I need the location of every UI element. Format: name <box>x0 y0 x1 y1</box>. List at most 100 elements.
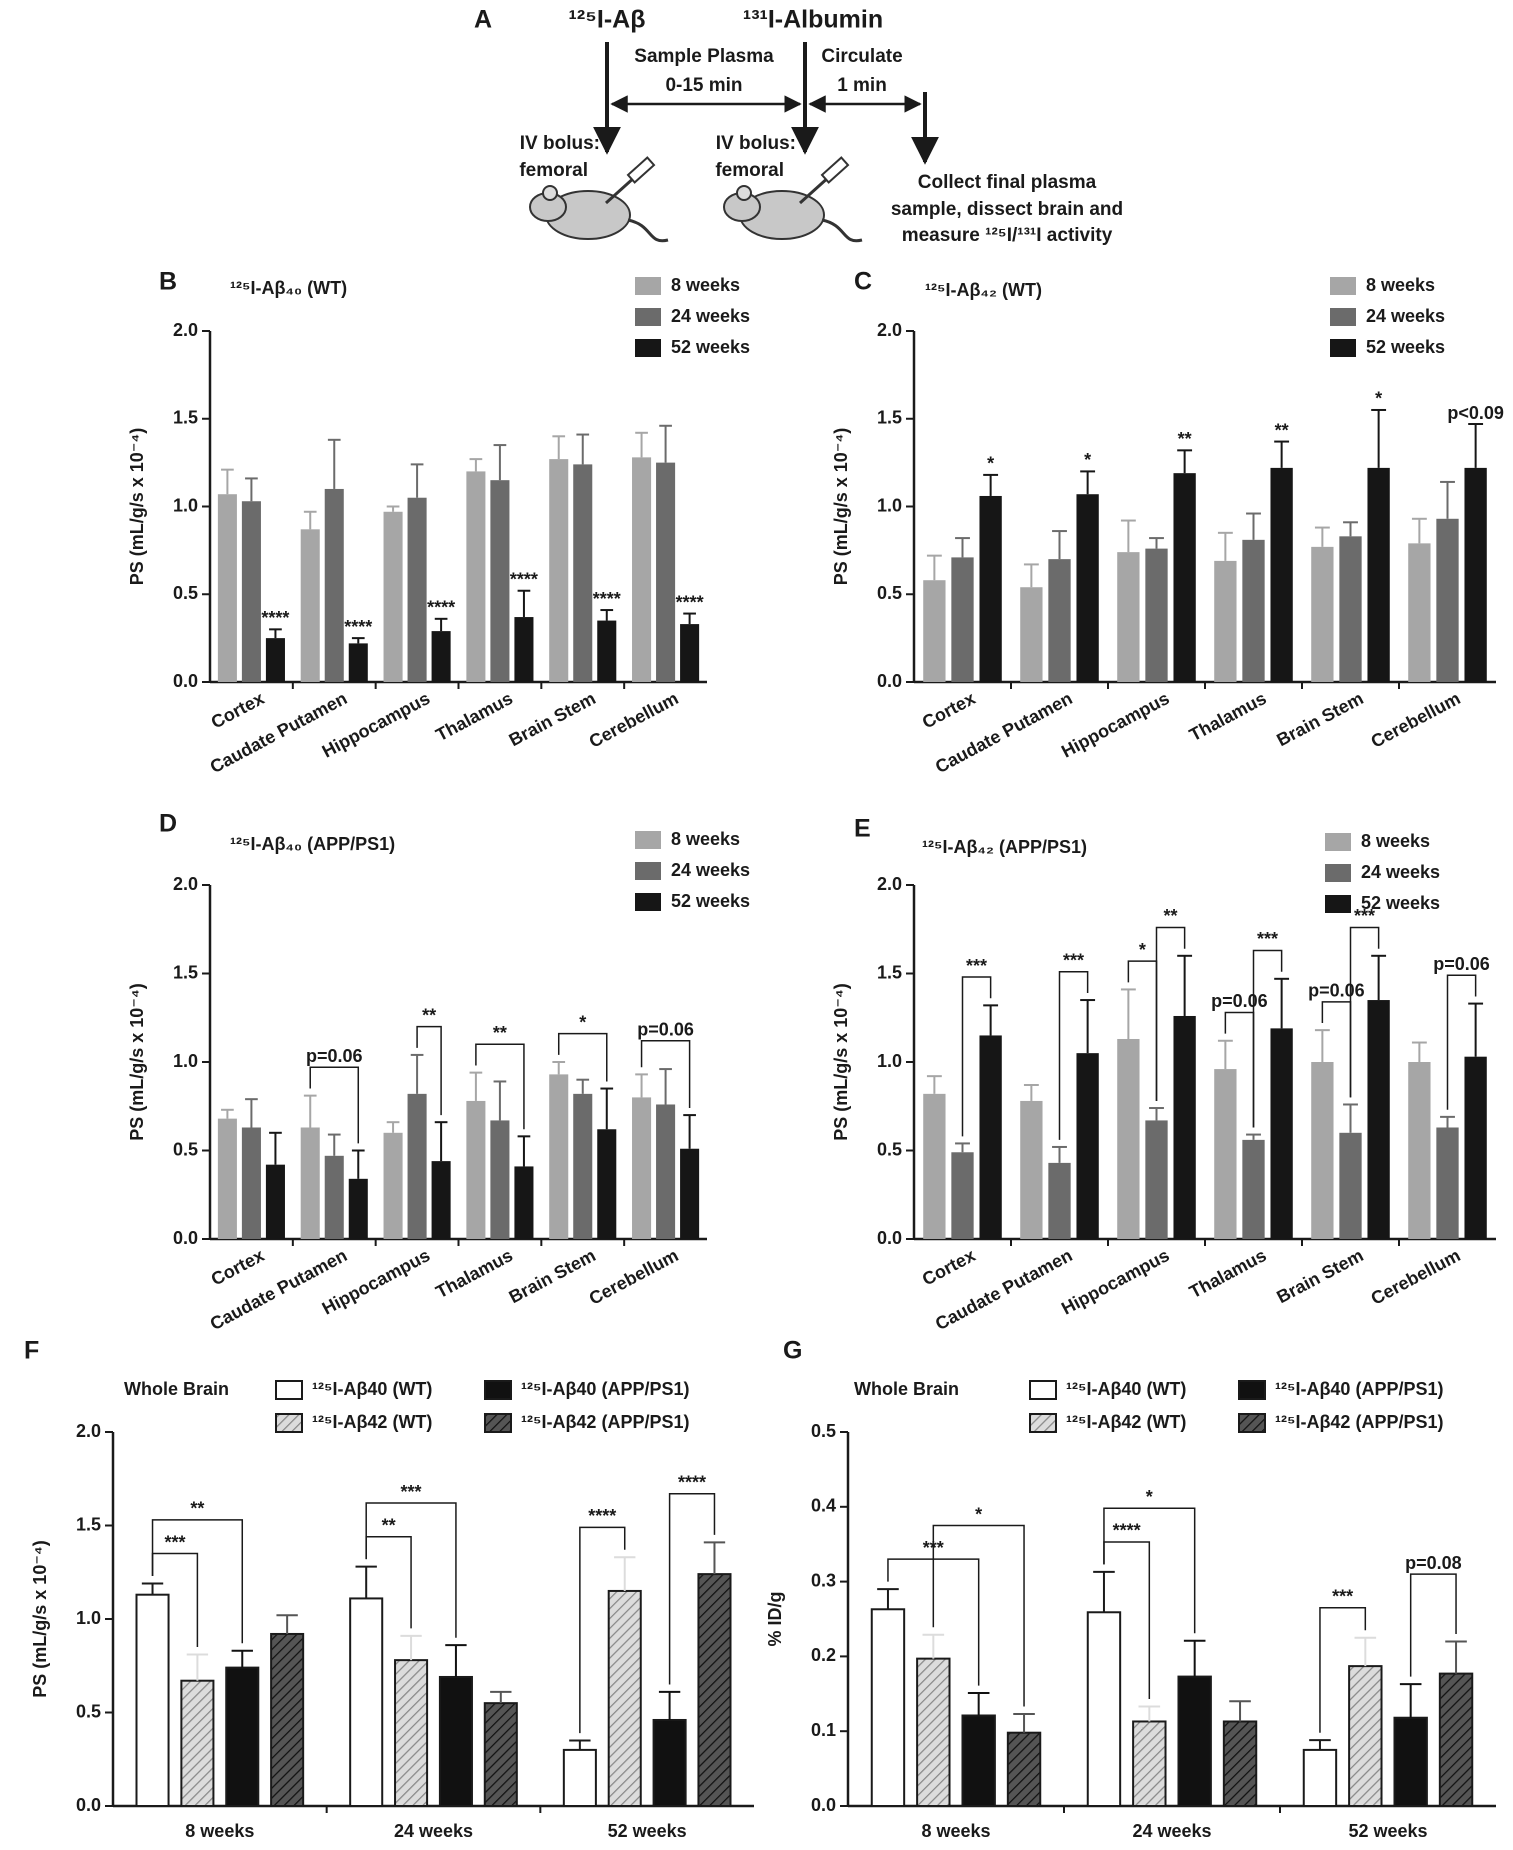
bar <box>656 1104 676 1239</box>
injection-text: IV bolus: <box>716 133 796 154</box>
bar <box>466 1100 486 1239</box>
error-bar <box>517 589 531 618</box>
bar <box>597 1129 617 1239</box>
error-bar <box>1120 519 1136 553</box>
bar <box>607 1589 642 1807</box>
error-bar <box>351 1149 365 1179</box>
error-bar <box>1468 423 1484 468</box>
error-bar <box>327 1133 341 1156</box>
error-bar <box>552 435 566 460</box>
error-bar <box>1314 1029 1330 1062</box>
bar <box>1132 1720 1167 1807</box>
significance-bracket <box>1155 926 1186 1101</box>
significance-bracket <box>1446 974 1477 1110</box>
y-tick-label: 2.0 <box>173 320 198 340</box>
y-axis-label: PS (mL/g/s x 10⁻⁴) <box>30 1540 50 1697</box>
chart-panel: D ¹²⁵I-Aβ₄₀ (APP/PS1) PS (mL/g/s x 10⁻⁴) 0.… <box>127 810 750 1334</box>
tracer-label: ¹²⁵I-Aβ <box>569 6 646 34</box>
y-tick-label: 2.0 <box>173 874 198 894</box>
bar <box>217 494 237 682</box>
x-tick-label: Hippocampus <box>1058 1245 1172 1319</box>
mouse-icon <box>529 156 669 243</box>
x-tick-label: Cortex <box>208 1245 268 1289</box>
legend-label: ¹²⁵I-Aβ42 (APP/PS1) <box>1275 1412 1443 1432</box>
y-tick-label: 1.5 <box>877 962 902 982</box>
bar <box>1020 1100 1043 1239</box>
error-bar <box>1023 1084 1039 1101</box>
bar <box>1464 1056 1487 1239</box>
bar <box>1408 543 1431 682</box>
y-tick-label: 0.4 <box>811 1496 836 1516</box>
error-bar <box>386 505 400 512</box>
error-bar <box>576 433 590 465</box>
y-axis-label: PS (mL/g/s x 10⁻⁴) <box>127 428 147 585</box>
error-bar <box>1371 408 1387 468</box>
x-tick-label: Caudate Putamen <box>207 1245 351 1334</box>
significance-label: p<0.09 <box>1447 403 1504 423</box>
bar <box>438 1675 473 1807</box>
y-tick-label: 0.0 <box>811 1795 836 1815</box>
bar <box>549 1074 569 1239</box>
legend-swatch <box>484 1413 512 1433</box>
panel-label: E <box>854 815 871 843</box>
chart-panel: C ¹²⁵I-Aβ₄₂ (WT) PS (mL/g/s x 10⁻⁴) 0.0 0.5 1… <box>831 268 1504 777</box>
x-tick-label: Thalamus <box>1186 688 1270 745</box>
bar <box>916 1657 951 1808</box>
bar <box>562 1748 597 1808</box>
bar <box>241 1127 261 1239</box>
tracer-label: ¹³¹I-Albumin <box>743 6 883 34</box>
chart-title: ¹²⁵I-Aβ₄₂ (APP/PS1) <box>922 837 1087 857</box>
panel-label: B <box>159 268 177 296</box>
significance-bracket <box>1349 926 1380 1098</box>
error-bar <box>967 1692 990 1716</box>
error-bar <box>552 1061 566 1075</box>
significance-label: **** <box>1113 1521 1141 1541</box>
bar <box>383 511 403 682</box>
phase-text: Sample Plasma <box>634 46 774 67</box>
legend-swatch <box>275 1380 303 1400</box>
x-tick-label: Brain Stem <box>506 1245 599 1307</box>
panel-label: D <box>159 810 177 838</box>
bar <box>1242 1139 1265 1239</box>
error-bar <box>445 1644 467 1677</box>
x-tick-label: 24 weeks <box>1132 1821 1211 1841</box>
legend-swatch <box>635 277 661 295</box>
bar <box>270 1632 305 1807</box>
chart-panel: E ¹²⁵I-Aβ₄₂ (APP/PS1) PS (mL/g/s x 10⁻⁴) 0.… <box>831 815 1496 1334</box>
significance-label: **** <box>427 598 455 618</box>
significance-label: *** <box>1332 1587 1353 1607</box>
error-bar <box>410 463 424 498</box>
x-tick-label: Cortex <box>208 688 268 732</box>
significance-label: p=0.06 <box>306 1046 363 1066</box>
legend-label: ¹²⁵I-Aβ40 (APP/PS1) <box>1275 1379 1443 1399</box>
significance-label: ** <box>493 1023 507 1043</box>
error-bar <box>1399 1683 1422 1718</box>
chart-panel: F Whole Brain PS (mL/g/s x 10⁻⁴) 0.0 0.5 1.0 1… <box>24 1337 754 1841</box>
error-bar <box>659 1068 672 1105</box>
bar <box>979 495 1002 682</box>
legend-swatch <box>635 308 661 326</box>
error-bar <box>1246 1133 1261 1140</box>
error-bar <box>434 1121 448 1162</box>
bar <box>1339 1132 1362 1239</box>
significance-label: p=0.06 <box>1433 954 1490 974</box>
error-bar <box>600 609 614 621</box>
bar <box>870 1608 906 1807</box>
significance-bracket <box>309 1066 360 1144</box>
significance-bracket <box>1409 1573 1457 1677</box>
legend-label: ¹²⁵I-Aβ40 (WT) <box>1066 1379 1186 1399</box>
bar <box>407 1093 427 1239</box>
error-bar <box>303 510 317 530</box>
bar <box>1076 1053 1099 1239</box>
phase-text: 1 min <box>837 75 887 96</box>
injection-text: femoral <box>715 160 784 181</box>
error-bar <box>569 1739 591 1750</box>
y-tick-label: 1.5 <box>76 1514 101 1534</box>
bar <box>632 1097 652 1239</box>
error-bar <box>141 1582 164 1595</box>
bar <box>180 1679 215 1807</box>
error-bar <box>1052 530 1067 560</box>
significance-label: * <box>975 1504 982 1524</box>
bar <box>923 580 946 682</box>
legend-label: 24 weeks <box>1361 862 1440 882</box>
